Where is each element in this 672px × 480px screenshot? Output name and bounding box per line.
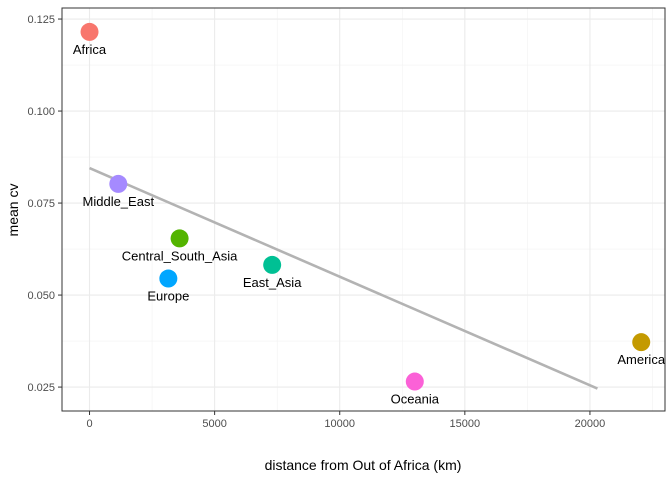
- point-label-africa: Africa: [73, 42, 107, 57]
- point-label-europe: Europe: [147, 289, 189, 304]
- points-group: [80, 22, 651, 391]
- trend-line-group: [89, 166, 598, 390]
- minor-grid: [62, 8, 665, 411]
- point-oceania: [405, 372, 424, 391]
- point-europe: [159, 269, 178, 288]
- point-africa: [80, 22, 99, 41]
- point-label-east-asia: East_Asia: [243, 275, 302, 290]
- point-label-america: America: [617, 352, 665, 367]
- y-tick-label: 0.050: [27, 290, 55, 302]
- major-grid: [62, 8, 665, 411]
- x-tick-label: 0: [86, 418, 92, 430]
- y-tick-label: 0.100: [27, 106, 55, 118]
- y-axis-ticks: 0.025 0.050 0.075 0.100 0.125: [27, 14, 62, 394]
- point-central-south-asia: [170, 229, 189, 248]
- point-label-oceania: Oceania: [391, 392, 440, 407]
- x-axis-title: distance from Out of Africa (km): [265, 457, 462, 473]
- x-tick-label: 5000: [202, 418, 226, 430]
- y-axis-title: mean cv: [5, 184, 21, 237]
- y-tick-label: 0.025: [27, 382, 55, 394]
- point-labels-group: Africa Middle_East Central_South_Asia Europ…: [73, 42, 666, 407]
- plot-panel-border: [61, 7, 666, 412]
- plot-panel-background: [62, 8, 665, 411]
- point-east-asia: [263, 255, 282, 274]
- point-middle-east: [109, 174, 128, 193]
- x-tick-label: 10000: [324, 418, 355, 430]
- point-label-central-south-asia: Central_South_Asia: [122, 248, 238, 263]
- trend-line: [89, 166, 598, 390]
- point-america: [632, 333, 651, 352]
- x-tick-label: 20000: [575, 418, 606, 430]
- y-tick-label: 0.125: [27, 14, 55, 26]
- y-tick-label: 0.075: [27, 198, 55, 210]
- point-label-middle-east: Middle_East: [83, 194, 155, 209]
- x-axis-ticks: 0 5000 10000 15000 20000: [86, 411, 605, 430]
- x-tick-label: 15000: [450, 418, 481, 430]
